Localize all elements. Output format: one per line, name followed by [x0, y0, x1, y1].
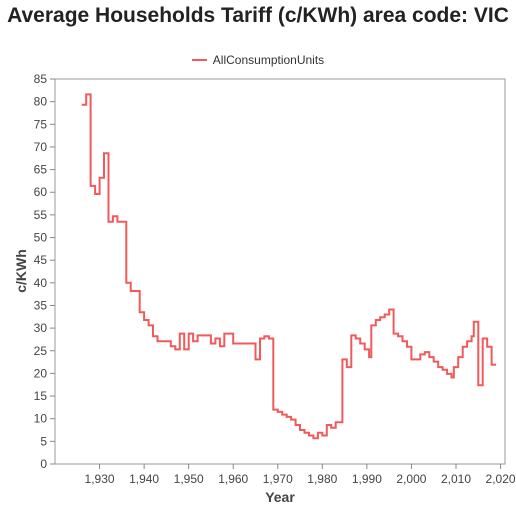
- x-tick-label: 2,010: [441, 472, 471, 486]
- x-axis-title: Year: [265, 489, 295, 505]
- y-tick-label: 75: [34, 117, 48, 131]
- x-tick-label: 1,930: [85, 472, 115, 486]
- y-tick-label: 35: [34, 298, 48, 312]
- y-tick-label: 45: [34, 253, 48, 267]
- y-tick-label: 65: [34, 163, 48, 177]
- y-tick-label: 50: [34, 231, 48, 245]
- y-tick-label: 40: [34, 276, 48, 290]
- chart-title: Average Households Tariff (c/KWh) area c…: [7, 4, 509, 27]
- y-axis: 0 5 10 15 20 25 30 35 40 45 50 55 60 65 70 75 80 85: [34, 72, 55, 471]
- x-tick-label: 1,970: [263, 472, 293, 486]
- x-tick-label: 1,990: [352, 472, 382, 486]
- y-axis-title: c/KWh: [13, 249, 29, 293]
- y-tick-label: 85: [34, 72, 48, 86]
- y-tick-label: 30: [34, 321, 48, 335]
- y-tick-label: 20: [34, 366, 48, 380]
- y-tick-label: 0: [40, 457, 47, 471]
- y-tick-label: 5: [40, 434, 47, 448]
- legend-swatch: [191, 58, 207, 61]
- y-tick-label: 25: [34, 344, 48, 358]
- plot-frame: [54, 78, 506, 465]
- x-tick-label: 1,950: [174, 472, 204, 486]
- y-tick-label: 10: [34, 412, 48, 426]
- y-tick-label: 80: [34, 95, 48, 109]
- x-tick-label: 2,020: [486, 472, 516, 486]
- y-tick-label: 60: [34, 185, 48, 199]
- y-tick-label: 70: [34, 140, 48, 154]
- x-axis: 1,930 1,940 1,950 1,960 1,970 1,980 1,990 2,000…: [85, 464, 516, 486]
- legend: AllConsumptionUnits: [0, 53, 516, 67]
- x-tick-label: 2,000: [396, 472, 426, 486]
- x-tick-label: 1,960: [218, 472, 248, 486]
- legend-label: AllConsumptionUnits: [212, 53, 325, 67]
- y-tick-label: 15: [34, 389, 48, 403]
- series-line: [81, 93, 497, 440]
- x-tick-label: 1,980: [307, 472, 337, 486]
- x-tick-label: 1,940: [129, 472, 159, 486]
- y-tick-label: 55: [34, 208, 48, 222]
